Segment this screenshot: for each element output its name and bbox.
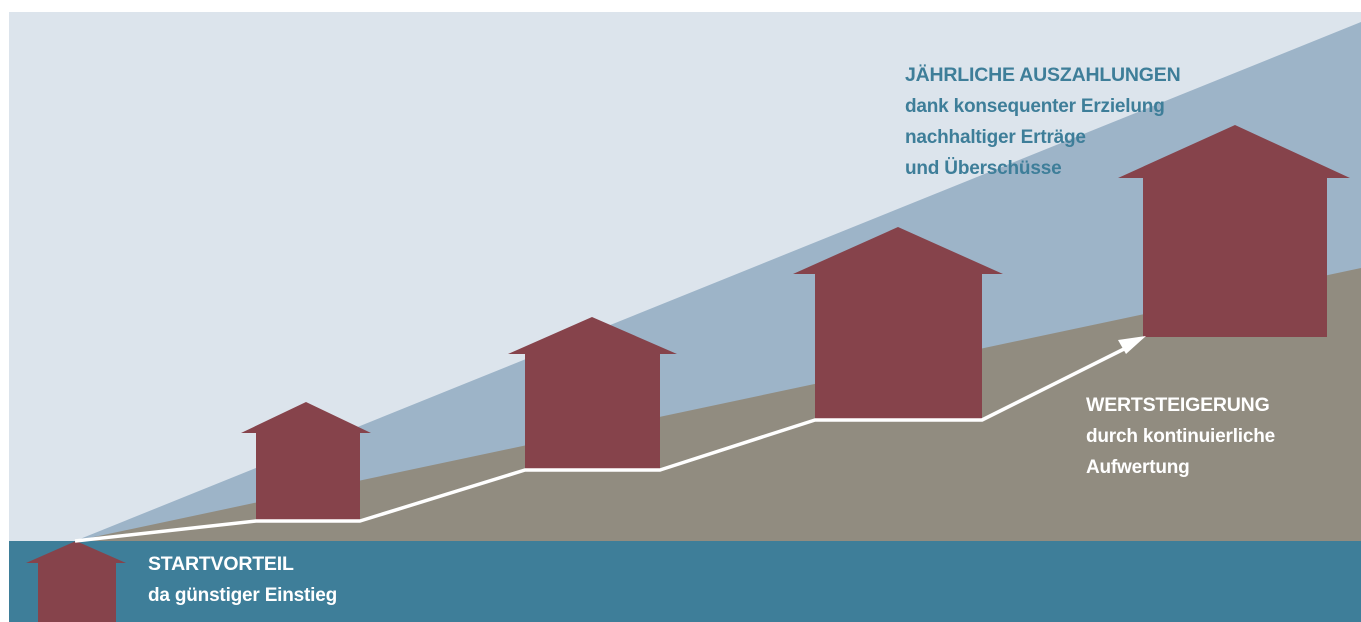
auszahlungen-line-2: nachhaltiger Erträge — [905, 127, 1086, 148]
wertsteigerung-title: WERTSTEIGERUNG — [1086, 394, 1270, 416]
house-icon — [508, 317, 677, 469]
house-icon — [1118, 125, 1350, 337]
house-icon — [793, 227, 1003, 420]
house-icon — [26, 541, 126, 622]
arrow-up-right-icon — [1118, 336, 1146, 354]
startvorteil-line-1: da günstiger Einstieg — [148, 585, 337, 606]
auszahlungen-line-1: dank konsequenter Erzielung — [905, 96, 1165, 117]
wertsteigerung-line-2: Aufwertung — [1086, 457, 1190, 478]
houses-group — [26, 125, 1350, 622]
wertsteigerung-label: WERTSTEIGERUNG durch kontinuierliche Auf… — [1086, 390, 1275, 483]
auszahlungen-line-3: und Überschüsse — [905, 158, 1062, 179]
startvorteil-title: STARTVORTEIL — [148, 553, 294, 575]
wertsteigerung-band — [75, 268, 1361, 622]
wertsteigerung-line-1: durch kontinuierliche — [1086, 426, 1275, 447]
auszahlungen-label: JÄHRLICHE AUSZAHLUNGEN dank konsequenter… — [905, 60, 1181, 184]
auszahlungen-title: JÄHRLICHE AUSZAHLUNGEN — [905, 64, 1181, 86]
startvorteil-band — [9, 541, 1361, 622]
growth-path-line — [74, 346, 1127, 543]
house-icon — [241, 402, 371, 522]
startvorteil-label: STARTVORTEIL da günstiger Einstieg — [148, 549, 337, 611]
